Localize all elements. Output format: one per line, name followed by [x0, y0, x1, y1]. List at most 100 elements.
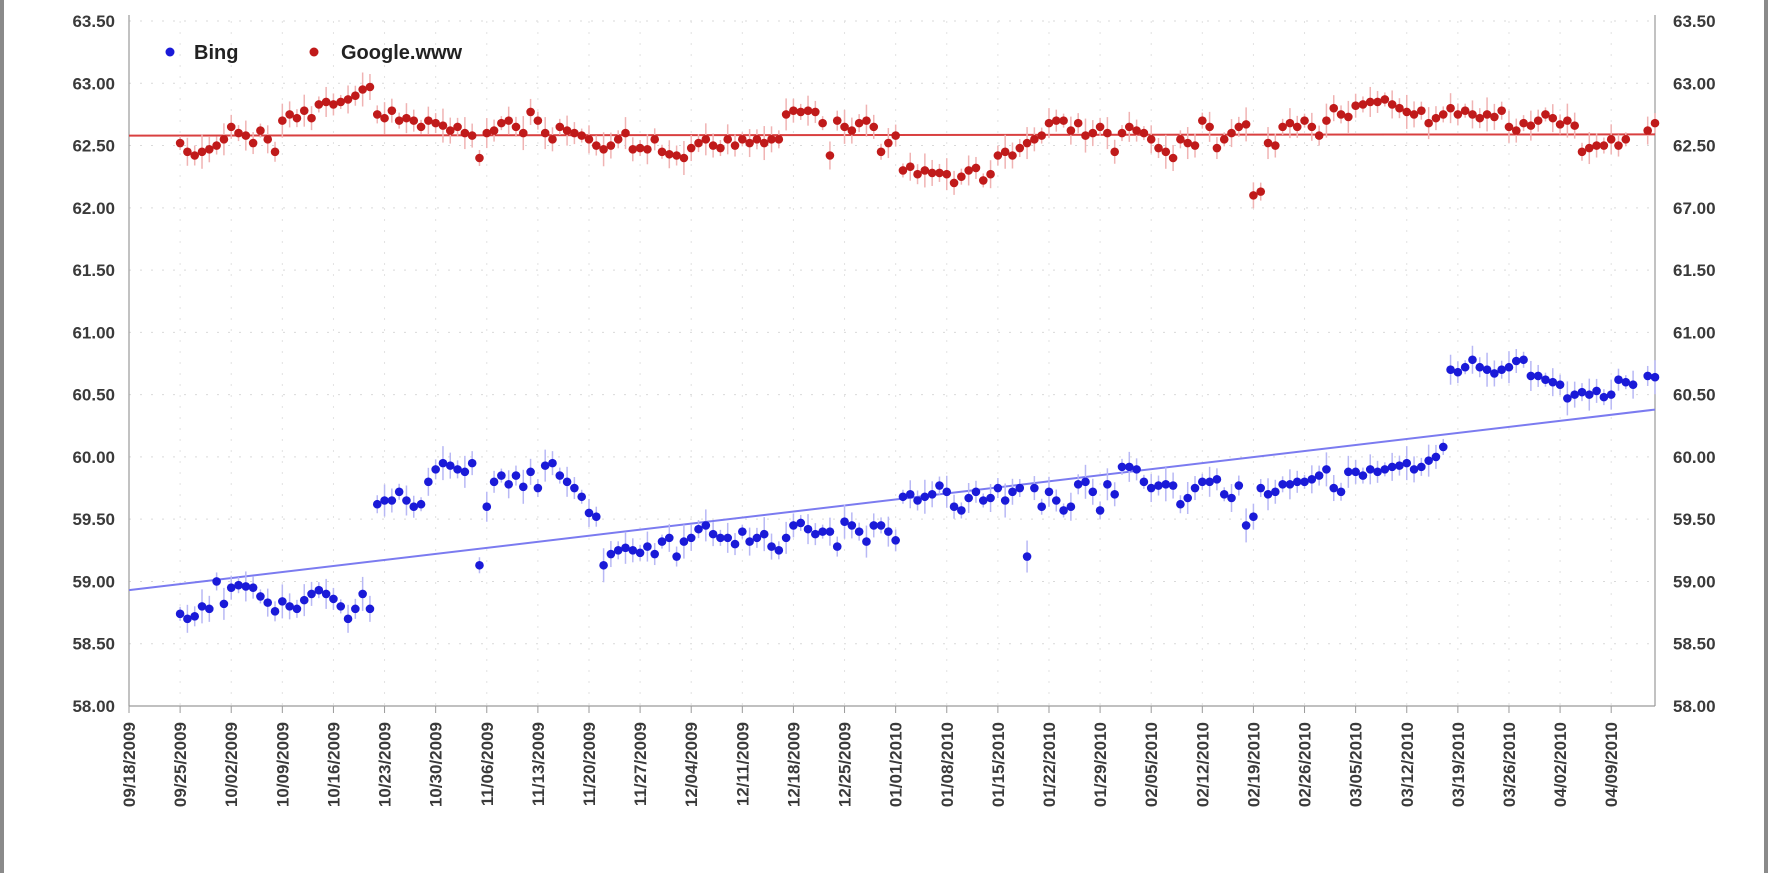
bing-data-point — [380, 496, 389, 505]
google-data-point — [424, 116, 433, 125]
google-data-point — [1132, 126, 1141, 135]
bing-data-point — [1030, 483, 1039, 493]
x-tick-label: 11/20/2009 — [580, 722, 599, 806]
google-data-point — [1241, 120, 1251, 129]
google-data-point — [1263, 138, 1273, 148]
bing-data-point — [343, 614, 353, 624]
bing-data-point — [1329, 483, 1339, 493]
google-data-point — [285, 110, 294, 119]
google-data-point — [796, 107, 806, 117]
google-data-point — [175, 138, 185, 148]
bing-data-point — [1285, 480, 1295, 489]
bing-data-point — [1088, 487, 1098, 497]
bing-data-point — [336, 602, 346, 611]
x-axis-ticks: 09/18/2009 09/25/2009 10/02/2009 10/09/2009… — [120, 722, 1621, 807]
bing-data-point — [1008, 487, 1017, 497]
google-data-point — [723, 135, 733, 144]
bing-data-point — [1095, 506, 1105, 515]
google-data-point — [1000, 147, 1010, 157]
google-data-point — [1161, 147, 1171, 157]
google-data-point — [394, 116, 404, 125]
left-y-tick-label: 60.00 — [72, 448, 115, 467]
bing-data-point — [591, 512, 601, 521]
google-data-point — [387, 106, 397, 115]
bing-data-point — [781, 533, 791, 543]
right-y-tick-label: 58.50 — [1673, 635, 1716, 654]
x-tick-label: 09/18/2009 — [120, 722, 139, 807]
bing-data-point — [278, 597, 287, 606]
google-data-point — [1453, 110, 1463, 119]
bing-data-point — [1198, 477, 1207, 487]
bing-data-point — [1475, 362, 1485, 372]
x-tick-label: 10/23/2009 — [376, 722, 395, 807]
google-data-point — [672, 151, 681, 160]
trend-lines — [128, 133, 1656, 592]
bing-data-point — [1000, 496, 1010, 505]
google-data-point — [1146, 135, 1156, 144]
bing-data-point — [1300, 477, 1309, 487]
google-data-point — [1124, 122, 1134, 132]
google-data-point — [1475, 113, 1485, 123]
google-data-point — [1395, 103, 1404, 113]
google-data-point — [1497, 106, 1506, 115]
bing-data-point — [752, 533, 762, 543]
bing-data-point — [1117, 462, 1127, 472]
left-y-tick-label: 60.50 — [72, 386, 115, 405]
bing-data-point — [1212, 475, 1222, 484]
bing-data-point — [957, 506, 966, 515]
google-data-point — [730, 141, 740, 150]
bing-data-point — [745, 537, 754, 546]
bing-data-point — [913, 496, 922, 505]
google-data-point — [1519, 118, 1528, 128]
bing-data-point — [891, 536, 900, 545]
google-data-point — [416, 122, 426, 132]
google-data-point — [518, 128, 528, 138]
google-data-point — [555, 122, 565, 132]
left-y-tick-label: 59.00 — [72, 572, 115, 591]
google-data-point — [1548, 113, 1558, 123]
bing-data-point — [205, 604, 214, 614]
google-data-point — [1380, 95, 1390, 104]
google-data-point — [957, 172, 966, 181]
bing-data-point — [1650, 372, 1660, 382]
google-data-point — [183, 147, 192, 157]
google-data-point — [1577, 147, 1587, 157]
bing-data-point — [1482, 365, 1492, 375]
bing-data-point — [190, 612, 200, 621]
bing-data-point — [372, 499, 382, 509]
google-data-point — [489, 126, 499, 135]
bing-data-point — [1424, 456, 1433, 465]
google-data-point — [1533, 116, 1543, 125]
google-data-point — [657, 147, 667, 157]
bing-data-point — [321, 589, 331, 599]
x-tick-label: 01/08/2010 — [938, 722, 957, 807]
bing-data-point — [1344, 467, 1353, 477]
google-data-point — [942, 169, 952, 179]
bing-data-point — [248, 583, 258, 592]
bing-data-point — [854, 527, 864, 536]
x-tick-label: 02/26/2010 — [1296, 722, 1315, 807]
google-data-point — [1446, 103, 1455, 113]
x-tick-label: 10/09/2009 — [273, 722, 292, 807]
google-data-point — [679, 153, 689, 163]
google-data-point — [256, 126, 265, 135]
right-y-tick-label: 60.00 — [1673, 448, 1716, 467]
left-y-axis-ticks: 58.00 58.50 59.00 59.50 60.00 60.50 61.00 61.50… — [72, 12, 115, 716]
google-data-point — [1110, 147, 1119, 157]
google-data-point — [1424, 118, 1433, 128]
bing-data-point — [570, 483, 579, 493]
left-y-tick-label: 61.50 — [72, 261, 115, 280]
bing-data-point — [1358, 471, 1368, 480]
google-data-point — [226, 122, 236, 132]
google-data-point — [621, 128, 630, 138]
google-data-point — [533, 116, 543, 125]
bing-data-point — [555, 471, 565, 480]
google-data-point — [1051, 116, 1061, 125]
bing-data-point — [438, 458, 448, 468]
google-data-point — [913, 169, 922, 179]
google-data-point — [701, 135, 711, 144]
bing-data-point — [1373, 467, 1382, 477]
bing-data-point — [1446, 365, 1455, 375]
right-y-tick-label: 60.50 — [1673, 386, 1716, 405]
right-y-tick-label: 63.00 — [1673, 74, 1716, 93]
